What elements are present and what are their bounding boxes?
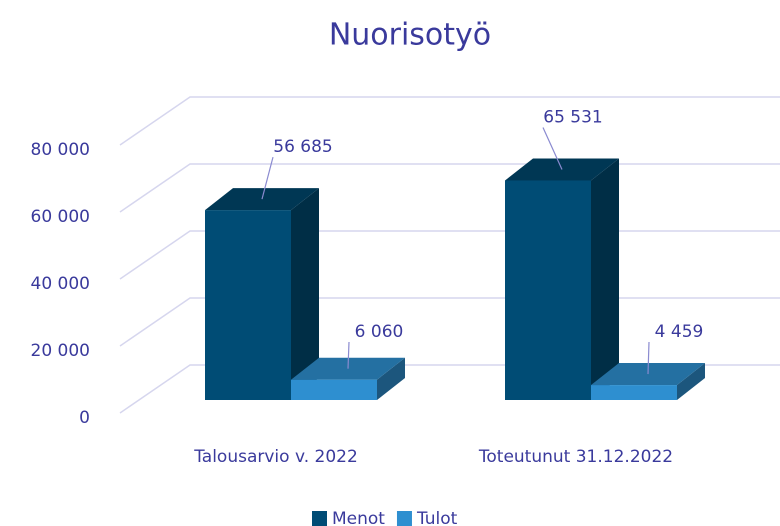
bar: [205, 210, 291, 400]
data-label: 6 060: [355, 322, 404, 342]
legend-label: Tulot: [416, 509, 458, 526]
y-tick-label: 20 000: [31, 341, 90, 361]
leader-line: [261, 156, 274, 200]
data-label: 4 459: [655, 322, 704, 342]
grid-line: [119, 96, 780, 146]
leader-line: [647, 341, 650, 375]
legend-label: Menot: [332, 509, 385, 526]
data-label: 56 685: [273, 137, 332, 157]
leader-line: [542, 127, 563, 170]
bar: [291, 379, 377, 400]
legend-swatch: [396, 511, 412, 526]
bar-side: [377, 357, 405, 400]
y-tick-label: 0: [79, 408, 90, 428]
y-tick-label: 40 000: [31, 274, 90, 294]
bar-side: [591, 158, 619, 400]
bar-side: [677, 363, 705, 400]
bar: [591, 385, 677, 400]
y-tick-label: 60 000: [31, 207, 90, 227]
x-tick-label: Toteutunut 31.12.2022: [478, 447, 673, 467]
y-tick-label: 80 000: [31, 140, 90, 160]
data-label: 65 531: [543, 107, 602, 127]
legend-swatch: [312, 511, 327, 526]
bar-side: [291, 188, 319, 400]
x-tick-label: Talousarvio v. 2022: [193, 447, 358, 467]
bar: [505, 180, 591, 400]
leader-line: [347, 341, 350, 369]
chart-title: Nuorisotyö: [329, 18, 491, 53]
